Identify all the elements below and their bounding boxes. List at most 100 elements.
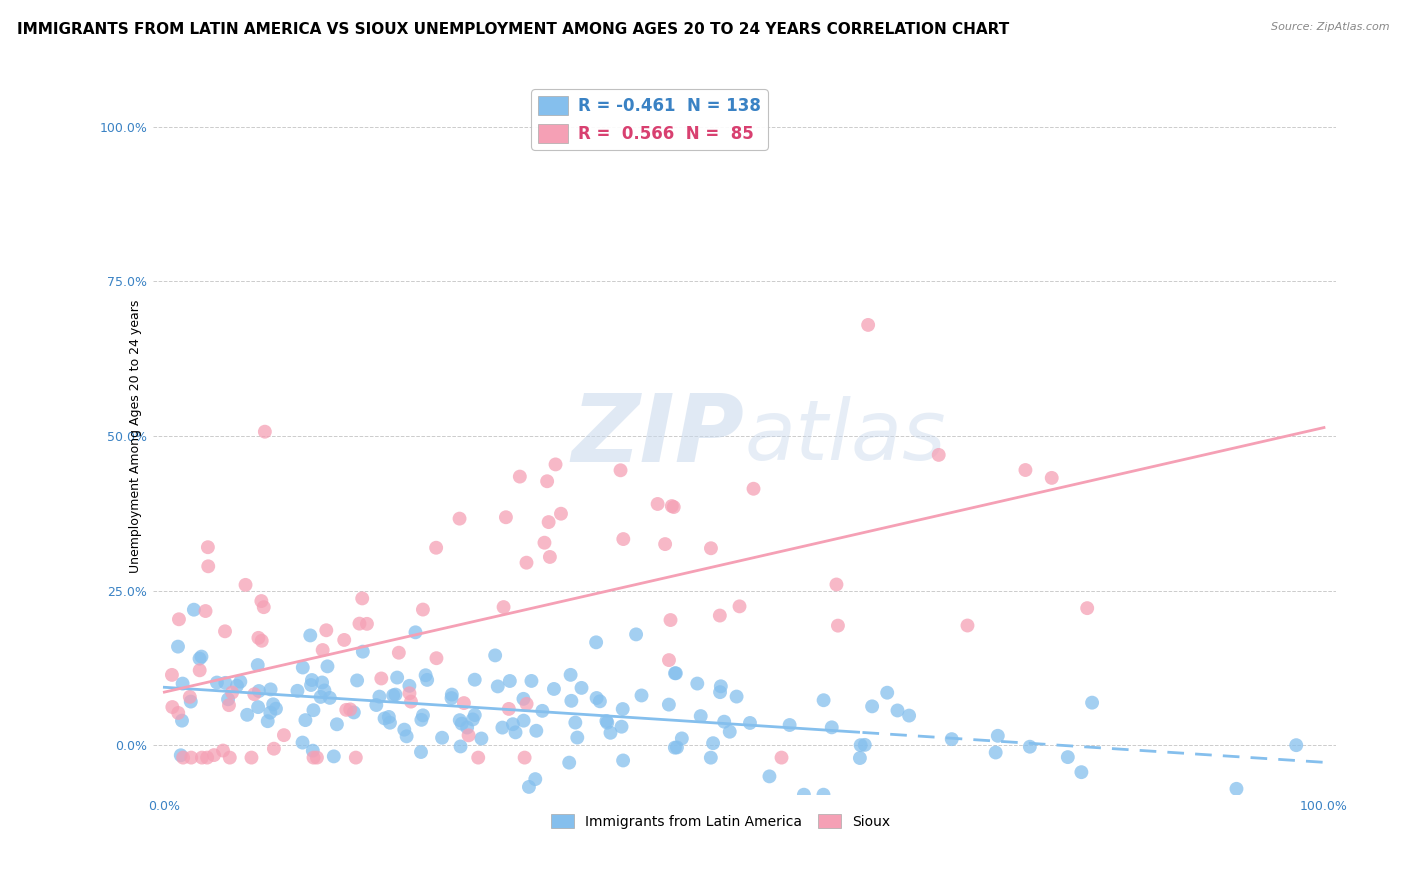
Point [609,463,631,477]
Point [624,627,647,641]
Point [662,500,685,514]
Point [589,694,612,708]
Text: ZIP: ZIP [571,390,744,482]
Point [658,698,681,712]
Point [1014,463,1036,477]
Point [664,740,686,755]
Point [356,616,378,631]
Point [779,718,801,732]
Point [301,744,323,758]
Point [449,511,471,525]
Point [395,729,418,743]
Point [499,673,522,688]
Point [172,676,194,690]
Point [537,515,560,529]
Point [319,690,342,705]
Point [311,675,333,690]
Point [813,788,835,802]
Point [416,673,439,687]
Point [311,643,333,657]
Point [333,632,356,647]
Point [299,628,322,642]
Point [502,717,524,731]
Point [470,731,492,746]
Point [349,616,371,631]
Point [793,788,815,802]
Point [599,726,621,740]
Text: atlas: atlas [744,395,946,476]
Point [665,740,688,755]
Point [167,640,190,654]
Point [876,686,898,700]
Point [1040,471,1063,485]
Point [314,683,336,698]
Point [366,698,388,712]
Point [299,678,322,692]
Point [172,750,194,764]
Point [195,750,218,764]
Point [412,602,434,616]
Point [567,731,589,745]
Point [849,738,872,752]
Point [612,754,634,768]
Point [183,603,205,617]
Point [758,769,780,783]
Point [190,649,212,664]
Point [456,721,478,735]
Point [378,715,401,730]
Y-axis label: Unemployment Among Ages 20 to 24 years: Unemployment Among Ages 20 to 24 years [129,300,142,573]
Point [710,679,733,693]
Point [382,689,405,703]
Point [259,682,281,697]
Point [302,750,325,764]
Point [374,711,396,725]
Point [425,651,447,665]
Point [484,648,506,663]
Point [612,702,634,716]
Point [335,703,357,717]
Point [543,681,565,696]
Point [689,709,711,723]
Point [464,673,486,687]
Point [770,750,793,764]
Point [709,608,731,623]
Point [212,743,235,757]
Point [658,653,681,667]
Point [700,750,723,764]
Point [512,714,534,728]
Point [405,625,427,640]
Point [250,594,273,608]
Point [301,673,323,687]
Point [309,690,332,704]
Point [259,706,281,720]
Point [180,750,202,764]
Point [409,745,432,759]
Point [412,708,434,723]
Point [188,651,211,665]
Point [449,713,471,727]
Point [464,708,486,723]
Point [302,703,325,717]
Point [700,541,723,556]
Point [860,699,883,714]
Point [686,676,709,690]
Point [287,683,309,698]
Point [226,679,249,693]
Point [596,715,619,730]
Point [247,631,270,645]
Point [550,507,572,521]
Point [368,690,391,704]
Point [167,612,190,626]
Point [654,537,676,551]
Point [461,713,484,727]
Point [197,559,219,574]
Point [585,691,607,706]
Point [1081,696,1104,710]
Point [316,659,339,673]
Point [162,700,184,714]
Point [191,750,214,764]
Point [659,613,682,627]
Point [664,666,686,681]
Point [821,720,844,734]
Point [160,668,183,682]
